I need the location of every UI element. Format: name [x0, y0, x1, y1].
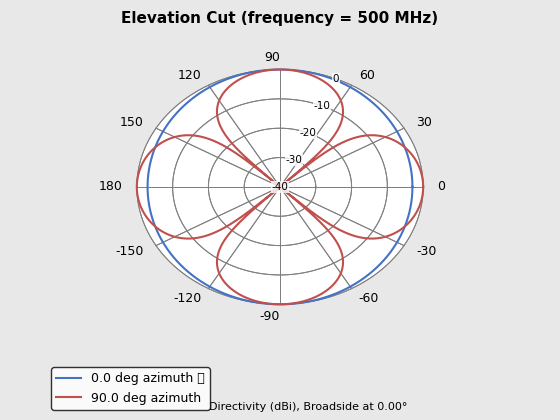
Text: -30: -30 — [286, 155, 302, 165]
Legend: 0.0 deg azimuth Ⓐ, 90.0 deg azimuth: 0.0 deg azimuth Ⓐ, 90.0 deg azimuth — [51, 368, 210, 410]
Text: -90: -90 — [260, 310, 280, 323]
Text: -40: -40 — [272, 182, 288, 192]
Text: Directivity (dBi), Broadside at 0.00°: Directivity (dBi), Broadside at 0.00° — [209, 402, 407, 412]
Text: 150: 150 — [120, 116, 143, 129]
Polygon shape — [137, 69, 423, 304]
Text: -60: -60 — [359, 292, 379, 305]
Text: -120: -120 — [173, 292, 201, 305]
Text: 180: 180 — [99, 181, 123, 193]
Text: -20: -20 — [300, 128, 316, 138]
Text: 0: 0 — [437, 181, 446, 193]
Text: 90: 90 — [264, 51, 280, 64]
Text: -10: -10 — [314, 101, 330, 111]
Text: 120: 120 — [178, 68, 201, 81]
Text: 0: 0 — [333, 74, 339, 84]
Text: 30: 30 — [417, 116, 432, 129]
Text: 60: 60 — [359, 68, 375, 81]
Text: -150: -150 — [115, 245, 143, 258]
Text: -30: -30 — [417, 245, 437, 258]
Title: Elevation Cut (frequency = 500 MHz): Elevation Cut (frequency = 500 MHz) — [122, 11, 438, 26]
